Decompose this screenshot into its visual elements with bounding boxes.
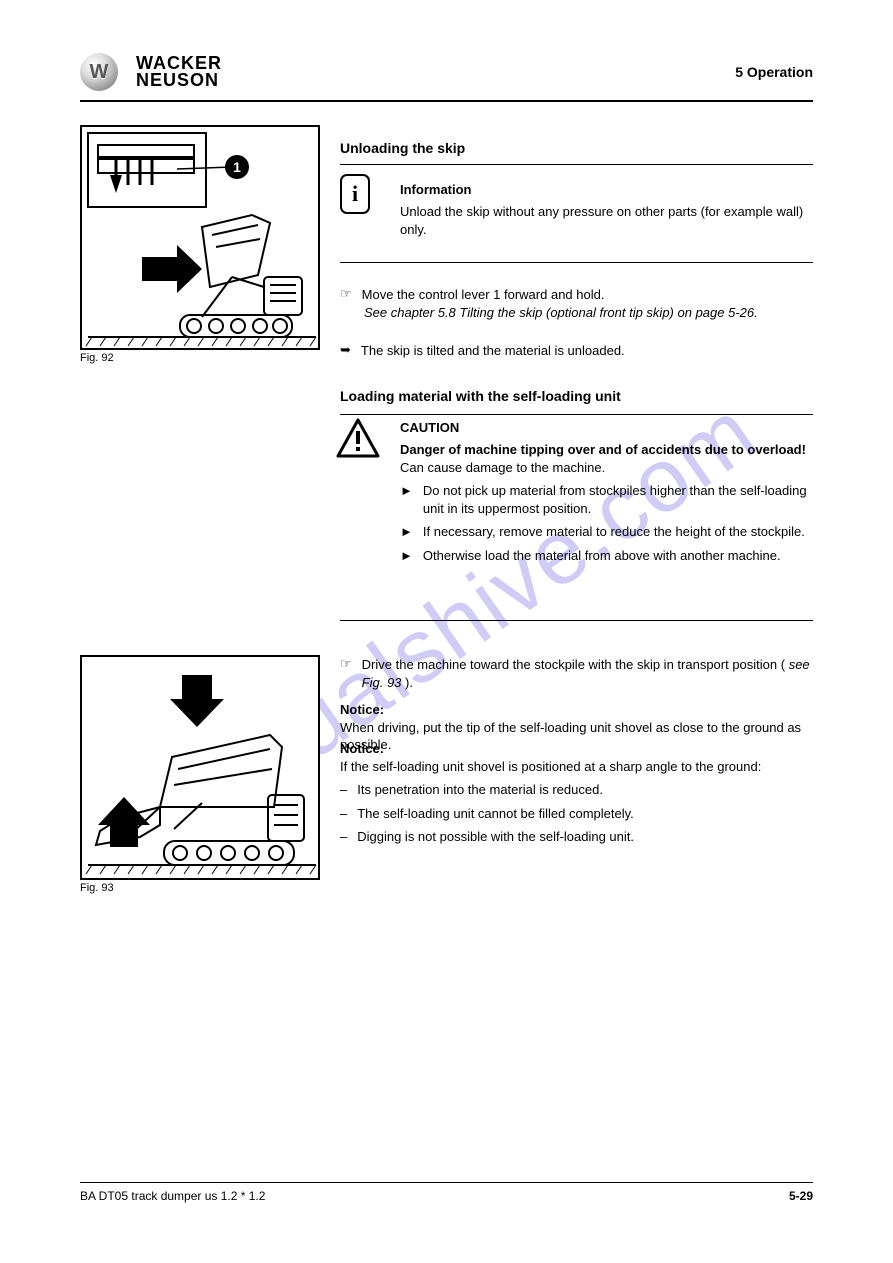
step-1-line: Drive the machine toward the stockpile w… <box>362 656 813 691</box>
notice-bullet-3: Digging is not possible with the self-lo… <box>357 828 634 846</box>
brand-line-2: NEUSON <box>136 72 222 89</box>
section-1-result-text: The skip is tilted and the material is u… <box>361 342 625 360</box>
info-note: Information Unload the skip without any … <box>340 182 813 238</box>
notice-bullet-1: Its penetration into the material is red… <box>357 781 603 799</box>
section-1-rule-bottom <box>340 262 813 263</box>
caution-bullet-1: Do not pick up material from stockpiles … <box>423 482 813 517</box>
page-footer: BA DT05 track dumper us 1.2 * 1.2 5-29 <box>80 1182 813 1203</box>
page-root: manualshive.com W WACKER NEUSON 5 Operat… <box>0 0 893 1263</box>
bullet-icon: ► <box>400 523 413 541</box>
section-1-result: ➥ The skip is tilted and the material is… <box>340 336 813 360</box>
bullet-icon: ► <box>400 482 413 517</box>
section-2-rule-bottom <box>340 620 813 621</box>
bullet-arrow-icon: ☞ <box>340 656 352 691</box>
step-1-post: ). <box>405 675 413 690</box>
brand-logo-letter: W <box>90 61 109 84</box>
notice-bullet-2: The self-loading unit cannot be filled c… <box>357 805 634 823</box>
caution-headline: Danger of machine tipping over and of ac… <box>400 441 813 459</box>
section-1-step-text: Move the control lever 1 forward and hol… <box>362 286 605 304</box>
page-header: W WACKER NEUSON 5 Operation <box>80 48 813 96</box>
section-2-title: Loading material with the self-loading u… <box>340 388 813 404</box>
figure-1: 1 <box>80 125 320 350</box>
figure-1-caption: Fig. 92 <box>80 352 114 364</box>
figure-2-svg <box>82 657 322 882</box>
section-2-notice-block: Notice: If the self-loading unit shovel … <box>340 740 813 846</box>
brand-logo-icon: W <box>80 53 118 91</box>
section-2-rule-top <box>340 414 813 415</box>
notice-label: Notice: <box>340 702 384 717</box>
figure-2-caption: Fig. 93 <box>80 882 114 894</box>
dash-bullet-icon: – <box>340 805 347 823</box>
section-2-step-1: ☞ Drive the machine toward the stockpile… <box>340 650 813 754</box>
info-note-body: Unload the skip without any pressure on … <box>400 203 813 238</box>
section-1-step-ref: See chapter 5.8 Tilting the skip (option… <box>364 304 813 322</box>
caution-label: CAUTION <box>400 420 813 435</box>
bullet-arrow-icon: ☞ <box>340 286 352 304</box>
brand-block: W WACKER NEUSON <box>80 53 222 91</box>
section-1-rule-top <box>340 164 813 165</box>
caution-bullet-2: If necessary, remove material to reduce … <box>423 523 805 541</box>
figure-1-svg: 1 <box>82 127 322 352</box>
result-arrow-icon: ➥ <box>340 342 351 360</box>
caution-note: CAUTION Danger of machine tipping over a… <box>340 420 813 564</box>
dash-bullet-icon: – <box>340 828 347 846</box>
footer-left: BA DT05 track dumper us 1.2 * 1.2 <box>80 1189 265 1203</box>
info-note-title: Information <box>400 182 813 197</box>
caution-bullet-3: Otherwise load the material from above w… <box>423 547 781 565</box>
dash-bullet-icon: – <box>340 781 347 799</box>
brand-wordmark: WACKER NEUSON <box>136 55 222 89</box>
footer-page-number: 5-29 <box>789 1189 813 1203</box>
header-divider <box>80 100 813 102</box>
notice-label-2: Notice: <box>340 741 384 756</box>
section-1-step: ☞ Move the control lever 1 forward and h… <box>340 280 813 321</box>
svg-text:1: 1 <box>233 159 241 175</box>
notice-text-2: If the self-loading unit shovel is posit… <box>340 758 813 776</box>
caution-subline: Can cause damage to the machine. <box>400 459 813 477</box>
figure-2 <box>80 655 320 880</box>
running-head: 5 Operation <box>735 64 813 80</box>
bullet-icon: ► <box>400 547 413 565</box>
step-1-pre: Drive the machine toward the stockpile w… <box>362 657 785 672</box>
section-1-title: Unloading the skip <box>340 140 813 156</box>
